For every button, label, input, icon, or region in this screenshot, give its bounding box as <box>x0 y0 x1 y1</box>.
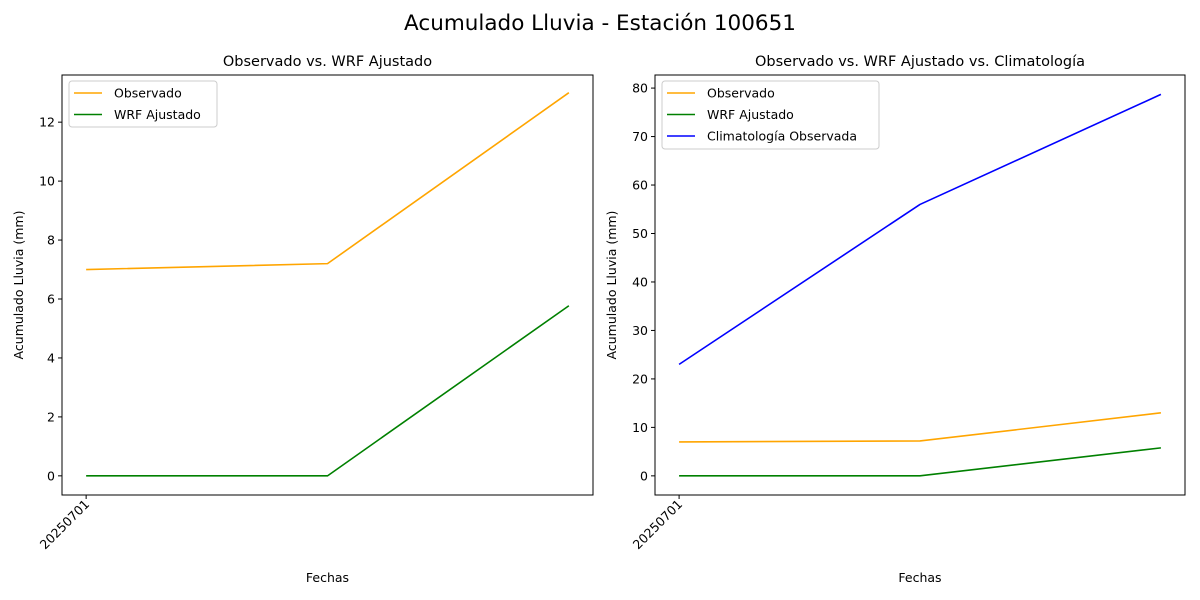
y-tick-label: 12 <box>39 115 55 130</box>
y-tick-label: 50 <box>632 226 648 241</box>
y-axis-label: Acumulado Lluvia (mm) <box>11 211 26 360</box>
y-tick-label: 40 <box>632 274 648 289</box>
x-axis-label: Fechas <box>306 570 349 585</box>
y-tick-label: 10 <box>632 420 648 435</box>
y-tick-label: 10 <box>39 174 55 189</box>
y-tick-label: 0 <box>640 468 648 483</box>
legend-label: Climatología Observada <box>707 129 857 144</box>
y-tick-label: 6 <box>47 292 55 307</box>
y-tick-label: 8 <box>47 233 55 248</box>
y-tick-label: 20 <box>632 371 648 386</box>
y-tick-label: 30 <box>632 323 648 338</box>
figure-suptitle: Acumulado Lluvia - Estación 100651 <box>404 11 796 36</box>
y-tick-label: 2 <box>47 409 55 424</box>
legend-label: Observado <box>114 86 182 101</box>
legend-box <box>661 80 880 150</box>
series-line-observado <box>86 92 570 271</box>
y-tick-label: 0 <box>47 468 55 483</box>
axes-frame <box>61 74 594 496</box>
x-axis-label: Fechas <box>898 570 941 585</box>
y-tick-label: 70 <box>632 129 648 144</box>
series-line-wrf-ajustado <box>679 447 1162 477</box>
legend-label: WRF Ajustado <box>707 107 794 122</box>
y-tick-label: 80 <box>632 81 648 96</box>
chart-panel-observado-wrf-climatologia: Observado vs. WRF Ajustado vs. Climatolo… <box>604 54 1186 585</box>
series-line-wrf-ajustado <box>86 305 570 477</box>
series-line-observado <box>679 412 1162 443</box>
legend-label: WRF Ajustado <box>114 107 201 122</box>
legend-label: Observado <box>707 86 775 101</box>
axes-title: Observado vs. WRF Ajustado vs. Climatolo… <box>755 54 1085 70</box>
y-tick-label: 4 <box>47 350 55 365</box>
legend-box <box>68 80 218 128</box>
axes-title: Observado vs. WRF Ajustado <box>223 54 432 70</box>
axes-frame <box>654 74 1186 496</box>
series-line-climatologia-observada <box>678 93 1162 366</box>
y-tick-label: 60 <box>632 178 648 193</box>
y-axis-label: Acumulado Lluvia (mm) <box>604 211 619 360</box>
